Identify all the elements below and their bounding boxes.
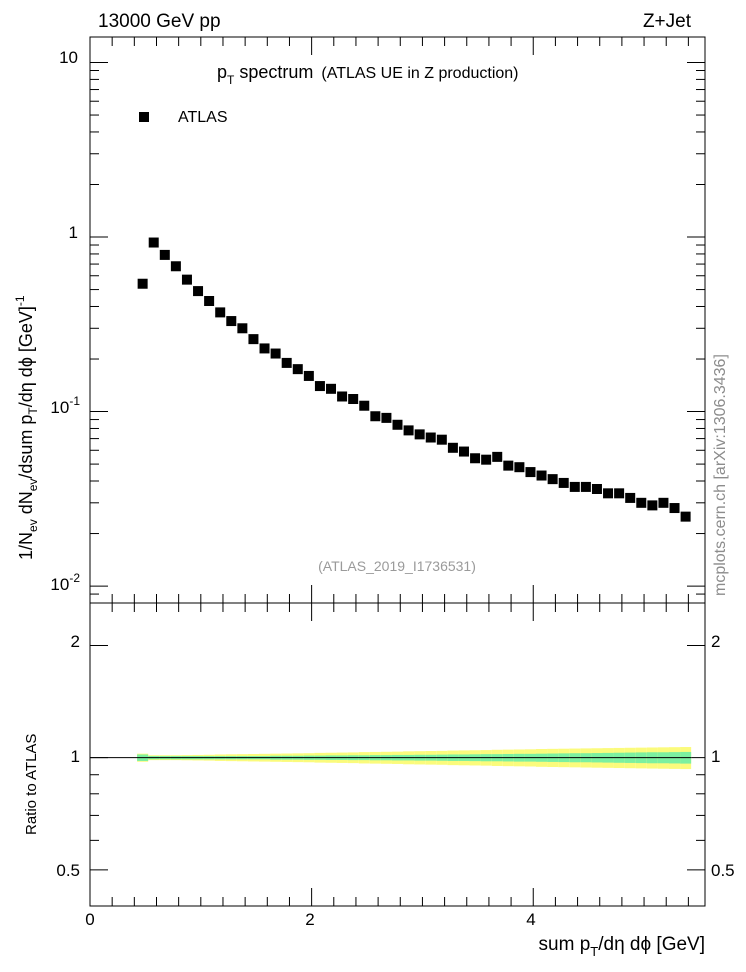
axis-ticks <box>89 37 705 907</box>
data-point <box>625 492 636 503</box>
ratio-bands <box>90 747 692 770</box>
data-point <box>237 323 248 334</box>
data-point <box>536 470 547 481</box>
legend-marker <box>139 112 149 122</box>
data-point <box>215 307 226 318</box>
data-point <box>359 400 370 411</box>
ratio-tick-label-left: 2 <box>71 632 80 651</box>
analysis-watermark: (ATLAS_2019_I1736531) <box>318 558 476 574</box>
x-tick-label: 0 <box>85 910 94 929</box>
data-point <box>337 391 348 402</box>
side-credit: mcplots.cern.ch [arXiv:1306.3436] <box>712 354 729 596</box>
ratio-tick-label-right: 0.5 <box>711 861 735 880</box>
main-y-tick-label: 10 <box>59 48 78 67</box>
data-point <box>470 453 481 464</box>
x-tick-label: 2 <box>305 910 314 929</box>
data-point <box>292 364 303 375</box>
data-point <box>181 274 192 285</box>
data-point <box>392 419 403 430</box>
data-point <box>281 357 292 368</box>
header-left: 13000 GeV pp <box>98 11 221 32</box>
ratio-plot-frame <box>89 602 706 907</box>
data-point <box>170 261 181 272</box>
x-tick-labels: 0 2 4 <box>85 910 535 929</box>
data-point <box>248 334 259 345</box>
main-y-tick-label: 10-2 <box>50 571 80 594</box>
data-point <box>514 462 525 473</box>
ratio-tick-label-right: 2 <box>711 632 720 651</box>
data-point <box>614 488 625 499</box>
header-right: Z+Jet <box>643 11 692 32</box>
data-point <box>525 467 536 478</box>
data-point <box>381 412 392 423</box>
data-point <box>303 370 314 381</box>
main-y-tick-labels: 10-2 10-1 1 10 <box>50 48 80 594</box>
data-point <box>403 425 414 436</box>
data-point <box>447 442 458 453</box>
data-point <box>503 460 514 471</box>
ratio-tick-label-left: 0.5 <box>56 861 80 880</box>
main-y-tick-label: 10-1 <box>50 394 80 417</box>
data-point <box>636 497 647 508</box>
main-y-tick-label: 1 <box>69 223 78 242</box>
data-point <box>680 511 691 522</box>
data-point <box>159 249 170 260</box>
data-point <box>193 286 204 297</box>
data-point <box>669 503 680 514</box>
data-point <box>270 348 281 359</box>
data-point <box>481 454 492 465</box>
ratio-tick-label-right: 1 <box>711 747 720 766</box>
data-point <box>647 500 658 511</box>
data-point <box>492 451 503 462</box>
data-point <box>348 394 359 405</box>
ratio-y-axis-label: Ratio to ATLAS <box>23 734 40 835</box>
x-axis-label: sum pT/dη dϕ [GeV] <box>539 934 705 959</box>
data-point <box>414 429 425 440</box>
legend-label: ATLAS <box>178 109 228 126</box>
data-point <box>204 296 215 307</box>
data-point <box>137 278 148 289</box>
ratio-y-tick-labels: 0.5 1 2 0.5 1 2 <box>56 632 734 880</box>
data-point <box>326 383 337 394</box>
data-point <box>591 483 602 494</box>
main-y-axis-label: 1/Nev dNev/dsum pT/dη dϕ [GeV]-1 <box>13 295 40 560</box>
data-point <box>458 446 469 457</box>
data-point <box>558 477 569 488</box>
data-markers <box>137 237 691 522</box>
data-point <box>370 411 381 422</box>
ratio-tick-label-left: 1 <box>71 747 80 766</box>
data-point <box>259 343 270 354</box>
data-point <box>226 316 237 327</box>
data-point <box>580 481 591 492</box>
data-point <box>603 488 614 499</box>
data-point <box>314 381 325 392</box>
data-point <box>425 432 436 443</box>
data-point <box>569 481 580 492</box>
data-point <box>547 474 558 485</box>
data-point <box>658 497 669 508</box>
plot-title: pT spectrum (ATLAS UE in Z production) <box>217 62 519 87</box>
data-point <box>148 237 159 248</box>
x-tick-label: 4 <box>526 910 535 929</box>
data-point <box>436 434 447 445</box>
